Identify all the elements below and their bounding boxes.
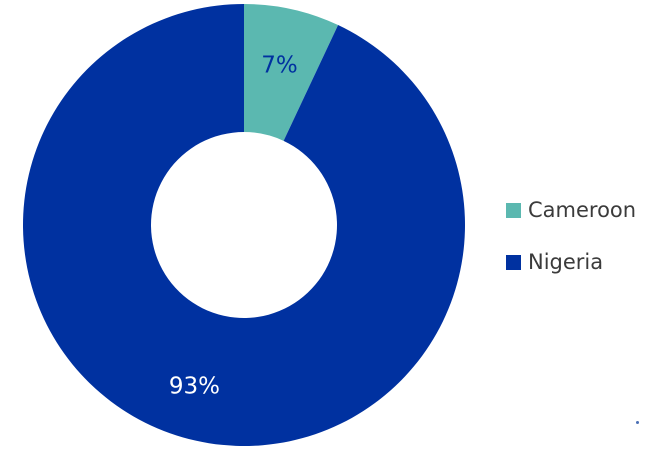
data-label-nigeria: 93% [169,374,220,400]
legend-label-cameroon: Cameroon [528,197,637,222]
legend-swatch-nigeria [506,254,521,270]
data-label-cameroon: 7% [261,52,298,78]
decorative-dot [636,421,639,424]
legend-item-nigeria: Nigeria [506,247,636,277]
legend-label-nigeria: Nigeria [528,249,604,274]
slice-nigeria [23,4,466,447]
legend: Cameroon Nigeria [506,195,636,299]
legend-swatch-cameroon [506,202,521,218]
legend-item-cameroon: Cameroon [506,195,636,225]
slice-cameroon [244,4,339,141]
donut-chart: 7% 93% [23,4,466,447]
